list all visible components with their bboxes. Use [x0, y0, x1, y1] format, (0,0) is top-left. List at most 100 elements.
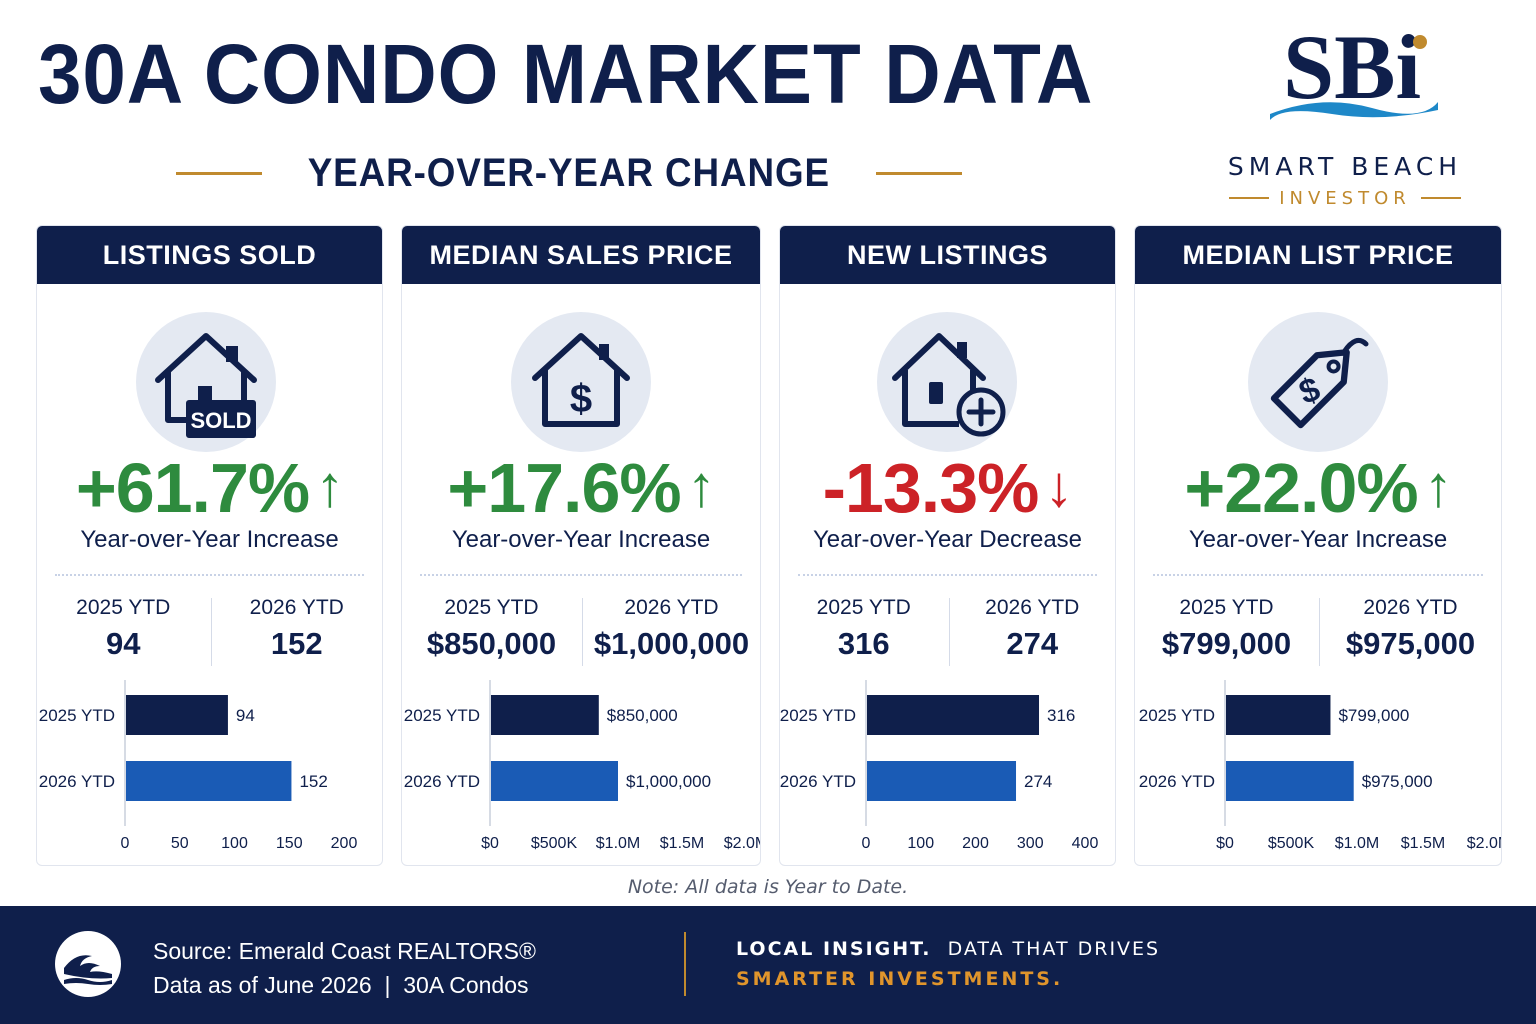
ytd-stat-2025: 2025 YTD 94	[37, 596, 210, 662]
bar-chart-svg: 2025 YTD 316 2026 YTD 274 0 100 200 300 400	[780, 680, 1099, 852]
ytd-stat-label: 2025 YTD	[1179, 596, 1274, 619]
dotted-divider	[420, 574, 742, 576]
x-tick-label: $1.5M	[660, 835, 704, 852]
ytd-stat-2026: 2026 YTD 152	[211, 596, 383, 662]
ytd-divider	[948, 598, 950, 666]
sbi-logo-mark: SBi	[1270, 18, 1438, 120]
footer-source-block: Source: Emerald Coast REALTORS® Data as …	[153, 934, 536, 1002]
bar-chart: 2025 YTD $799,000 2026 YTD $975,000 $0 $500K $…	[1135, 666, 1501, 860]
x-tick-label: 50	[171, 835, 189, 852]
ytd-stat-2025: 2025 YTD 316	[780, 596, 948, 662]
svg-text:$: $	[1294, 370, 1325, 412]
ytd-stat-label: 2026 YTD	[1363, 596, 1458, 619]
bar	[126, 695, 228, 735]
house-dollar-icon: $	[511, 312, 651, 452]
house-plus-icon	[877, 312, 1017, 452]
sold-badge-text: SOLD	[190, 408, 251, 433]
footer: Source: Emerald Coast REALTORS® Data as …	[0, 906, 1536, 1024]
metric-card: MEDIAN SALES PRICE $ +17.6% ↑ Year-over-Year…	[401, 225, 761, 866]
yoy-change: +22.0% ↑	[1135, 448, 1501, 528]
ytd-stat-value: $799,000	[1161, 626, 1292, 661]
x-tick-label: 0	[121, 835, 130, 852]
logo-sub-text: INVESTOR	[1279, 187, 1411, 209]
yoy-change-value: -13.3%	[822, 449, 1040, 527]
yoy-change-label: Year-over-Year Decrease	[812, 526, 1083, 553]
subtitle-left-rule	[176, 171, 262, 175]
logo-sub-left-rule	[1229, 197, 1270, 199]
metric-card: LISTINGS SOLD SOLD +61.7% ↑ Year-over-Year I…	[36, 225, 383, 866]
yoy-change-label: Year-over-Year Increase	[1188, 526, 1448, 553]
bar-value-label: $975,000	[1362, 772, 1433, 791]
yoy-change: -13.3% ↓	[780, 448, 1115, 528]
bar-value-label: 152	[299, 772, 327, 791]
house-sold-icon: SOLD	[136, 312, 276, 452]
logo-wave	[1270, 102, 1438, 120]
category-label: 2026 YTD	[404, 772, 480, 791]
dotted-divider	[55, 574, 364, 576]
arrow-up-icon: ↑	[686, 454, 716, 519]
dotted-divider	[798, 574, 1097, 576]
page-title: 30A CONDO MARKET DATA	[38, 27, 1094, 121]
ytd-stat-label: 2026 YTD	[624, 596, 719, 619]
tagline-bold: LOCAL INSIGHT.	[736, 938, 932, 960]
ytd-stat-value: 274	[1006, 626, 1059, 661]
bar-value-label: 274	[1024, 772, 1052, 791]
svg-text:$: $	[570, 377, 592, 421]
bar-chart: 2025 YTD 316 2026 YTD 274 0 100 200 300 400	[780, 666, 1115, 860]
x-tick-label: 400	[1072, 835, 1099, 852]
x-tick-label: $500K	[531, 835, 578, 852]
ytd-stat-2025: 2025 YTD $799,000	[1135, 596, 1318, 662]
x-tick-label: 100	[221, 835, 248, 852]
x-tick-label: $0	[1216, 835, 1234, 852]
logo-name: SMART BEACH	[1227, 152, 1463, 181]
arrow-up-icon: ↑	[1423, 454, 1453, 519]
ytd-stat-value: 316	[837, 626, 890, 661]
logo-dot	[1413, 35, 1427, 49]
bar-chart-svg: 2025 YTD 94 2026 YTD 152 0 50 100 150 200	[39, 680, 357, 852]
yoy-change: +61.7% ↑	[37, 448, 382, 528]
x-tick-label: 200	[962, 835, 989, 852]
footer-divider	[684, 932, 686, 996]
x-tick-label: $1.5M	[1401, 835, 1445, 852]
x-tick-label: 0	[862, 835, 871, 852]
ytd-stat-value: $1,000,000	[593, 626, 750, 661]
metric-card: MEDIAN LIST PRICE $ +22.0% ↑ Year-over-Year …	[1134, 225, 1502, 866]
ytd-stat-label: 2026 YTD	[985, 596, 1080, 619]
dotted-divider	[1153, 574, 1483, 576]
bar-value-label: $799,000	[1338, 706, 1409, 725]
page-subtitle: YEAR-OVER-YEAR CHANGE	[307, 150, 831, 195]
footer-source: Source: Emerald Coast REALTORS®	[153, 938, 536, 964]
bar-value-label: $850,000	[607, 706, 678, 725]
arrow-up-icon: ↑	[315, 454, 344, 519]
bar	[867, 761, 1017, 801]
bar	[1226, 761, 1354, 801]
subtitle-row: YEAR-OVER-YEAR CHANGE	[176, 143, 962, 203]
category-label: 2025 YTD	[39, 706, 115, 725]
yoy-change-value: +22.0%	[1184, 449, 1418, 527]
ytd-stat-label: 2025 YTD	[816, 596, 911, 619]
bar	[126, 761, 292, 801]
bar-chart-svg: 2025 YTD $799,000 2026 YTD $975,000 $0 $500K $…	[1139, 680, 1501, 852]
bar-value-label: 316	[1047, 706, 1075, 725]
ytd-stat-2025: 2025 YTD $850,000	[402, 596, 581, 662]
ytd-stat-value: $975,000	[1345, 626, 1476, 661]
x-tick-label: 150	[276, 835, 303, 852]
metric-card: NEW LISTINGS -13.3% ↓ Year-over-Year Decrea…	[779, 225, 1116, 866]
yoy-change-value: +17.6%	[447, 449, 681, 527]
footer-tagline: LOCAL INSIGHT. DATA THAT DRIVES SMARTER …	[736, 938, 1160, 990]
category-label: 2026 YTD	[1139, 772, 1215, 791]
bar-value-label: 94	[236, 706, 255, 725]
yoy-change-label: Year-over-Year Increase	[80, 526, 339, 553]
data-note: Note: All data is Year to Date.	[627, 876, 909, 898]
bar-value-label: $1,000,000	[626, 772, 711, 791]
x-tick-label: 300	[1017, 835, 1044, 852]
ytd-stat-value: 94	[106, 626, 141, 661]
card-title: MEDIAN SALES PRICE	[402, 226, 760, 284]
card-title: LISTINGS SOLD	[37, 226, 382, 284]
wave-logo-icon	[55, 931, 121, 997]
category-label: 2026 YTD	[39, 772, 115, 791]
ytd-divider	[582, 598, 583, 666]
x-tick-label: $0	[481, 835, 499, 852]
ytd-stat-label: 2025 YTD	[76, 596, 171, 619]
tagline-line2: SMARTER INVESTMENTS.	[736, 968, 1064, 990]
